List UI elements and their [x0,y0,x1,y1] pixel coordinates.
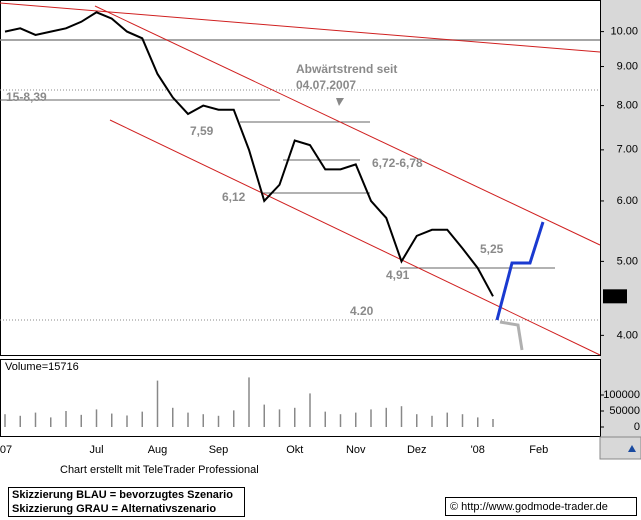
y-tick-label: 8.00 [617,99,638,111]
annotation: 4.20 [350,304,374,318]
source: © http://www.godmode-trader.de [450,501,608,513]
annotation: Abwärtstrend seit [296,62,397,76]
x-tick-label: Jul [89,444,103,456]
last-price-label: 4.50 [604,290,625,302]
y-tick-label: 9.00 [617,60,638,72]
legend-box [8,487,245,517]
x-tick-label: Nov [346,444,366,456]
credit: Chart erstellt mit TeleTrader Profession… [60,464,259,476]
annotation: 04.07.2007 [296,78,356,92]
y-tick-label: 6.00 [617,195,638,207]
x-tick-label: Feb [529,444,548,456]
annotation: 4,91 [386,268,410,282]
y-tick-label: 7.00 [617,144,638,156]
annotation: 6,12 [222,190,246,204]
arrow-marker [336,98,344,106]
volume-tick-label: 100000 [603,389,640,401]
price-panel [0,0,601,356]
gray-scenario [499,320,524,351]
x-tick-label: Sep [209,444,229,456]
x-tick-label: Dez [407,444,427,456]
scroll-arrow [628,445,636,452]
legend-blue: Skizzierung BLAU = bevorzugtes Szenario [12,489,233,501]
annotation: 6,72-6,78 [372,156,423,170]
trend-line [109,119,601,356]
annotation: 5,25 [480,242,504,256]
y-tick-label: 4.00 [617,329,638,341]
y-tick-label: 10.00 [610,26,638,38]
x-tick-label: Aug [148,444,168,456]
last-price-box [603,289,627,304]
trend-line [0,2,601,53]
axis-panel [600,0,641,437]
x-tick-label: '08 [471,444,485,456]
price-line [4,11,494,297]
annotation: 7,59 [190,124,214,138]
blue-scenario [495,221,545,321]
volume-label: Volume=15716 [5,361,79,373]
source-box [445,497,637,516]
volume-tick-label: 50000 [609,405,640,417]
x-tick-label: Okt [286,444,303,456]
legend-gray: Skizzierung GRAU = Alternativszenario [12,503,216,515]
volume-panel [0,359,601,437]
annotation: 15-8,39 [6,90,47,104]
volume-tick-label: 0 [634,421,640,433]
scroll-box [599,436,641,460]
y-tick-label: 5.00 [617,255,638,267]
trend-line [94,5,601,246]
x-tick-label: '07 [0,444,12,456]
price-layer: Abwärtstrend seit 04.07.2007 15-8,39 7,5… [0,2,601,356]
